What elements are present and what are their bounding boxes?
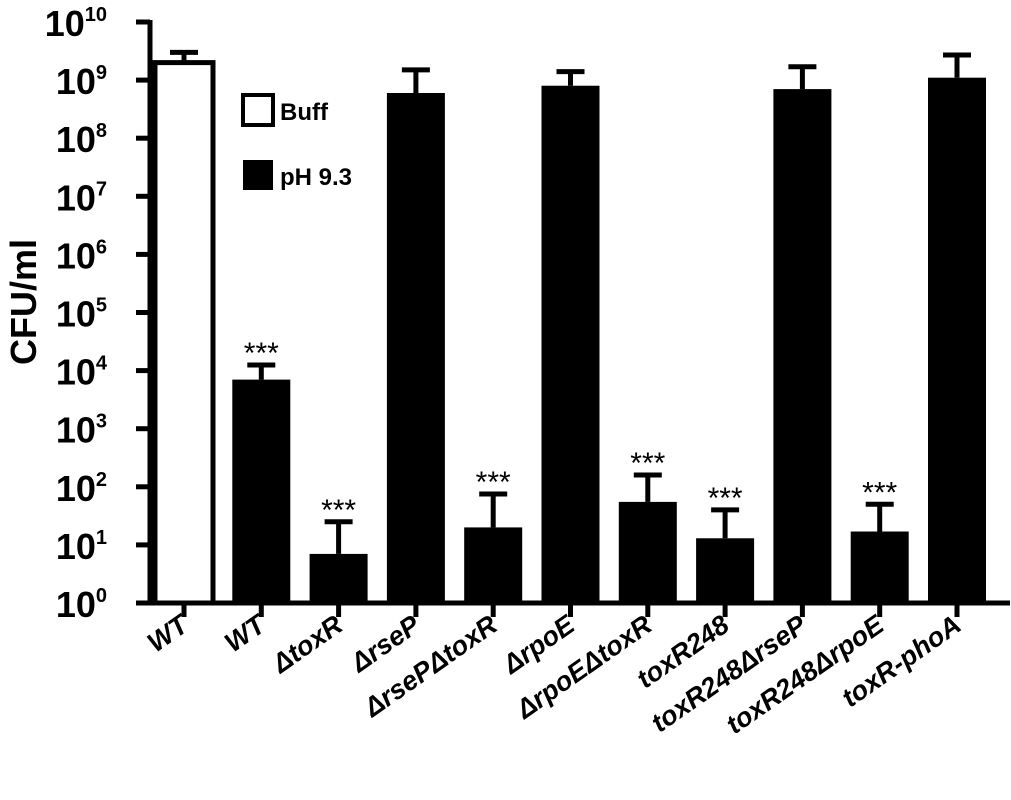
bars xyxy=(152,60,986,606)
legend: Buff pH 9.3 xyxy=(241,93,352,191)
bar xyxy=(309,553,368,603)
significance-label: *** xyxy=(630,447,665,480)
x-tick-label: WT xyxy=(142,608,196,658)
bar xyxy=(618,501,677,603)
bar xyxy=(232,379,291,603)
y-tick-label: 101 xyxy=(56,526,107,567)
x-tick-labels: WT WTΔtoxRΔrsePΔrsePΔtoxRΔrpoEΔrpoEΔtoxRt… xyxy=(142,608,967,740)
bar xyxy=(386,92,445,603)
significance-label: *** xyxy=(244,337,279,370)
legend-label: pH 9.3 xyxy=(280,164,352,191)
x-tick-label: ΔrsePΔtoxR xyxy=(358,609,503,723)
significance-label: *** xyxy=(476,466,511,499)
significance-label: *** xyxy=(321,494,356,527)
bar xyxy=(928,77,986,604)
bar xyxy=(850,531,909,603)
y-tick-label: 104 xyxy=(56,352,108,393)
y-tick-label: 107 xyxy=(56,177,107,218)
y-tick-label: 103 xyxy=(56,410,107,451)
y-tick-label: 108 xyxy=(56,119,107,160)
bar xyxy=(541,85,600,603)
legend-swatch xyxy=(243,160,273,190)
y-tick-label: 109 xyxy=(56,61,107,102)
y-axis-label-group: CFU/ml xyxy=(3,239,44,365)
bar xyxy=(773,89,832,604)
y-tick-label: 102 xyxy=(56,468,107,509)
y-ticks: 100 101 102 103 104 105 106 107 108 109 1010 xyxy=(45,3,150,625)
y-tick-label: 1010 xyxy=(45,3,107,44)
significance-label: *** xyxy=(708,482,743,515)
significance-label: *** xyxy=(862,476,897,509)
y-tick-label: 100 xyxy=(56,584,107,625)
legend-label: Buff xyxy=(280,99,329,126)
x-tick-label: WT xyxy=(219,608,273,658)
y-axis-label: CFU/ml xyxy=(3,239,44,365)
y-tick-label: 106 xyxy=(56,235,107,276)
error-bars xyxy=(170,49,971,554)
x-tick-label: ΔtoxR xyxy=(266,609,348,679)
y-tick-label: 105 xyxy=(56,294,107,335)
bar xyxy=(696,538,755,603)
legend-swatch xyxy=(241,93,275,127)
bar xyxy=(464,527,523,603)
bar xyxy=(152,60,216,606)
significance-marks: *** *** *** *** *** *** xyxy=(244,337,898,527)
